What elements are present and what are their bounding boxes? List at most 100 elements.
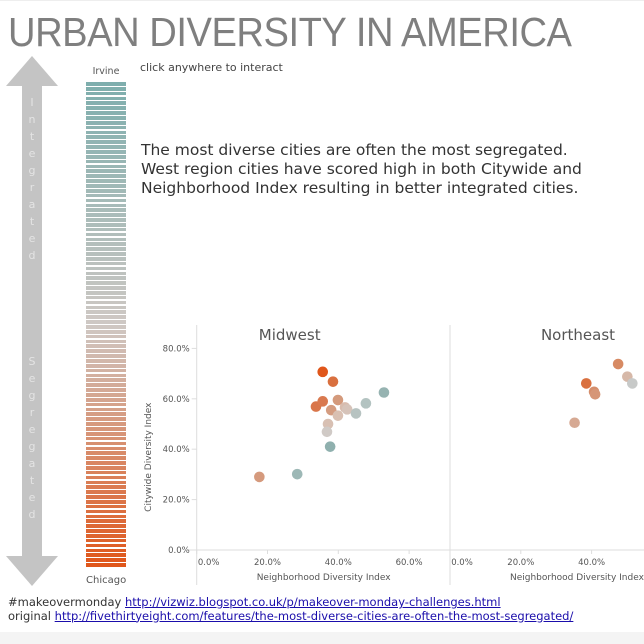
city-stripe[interactable] [86,359,126,363]
city-stripe[interactable] [86,208,126,213]
data-point[interactable] [612,358,624,370]
city-stripe[interactable] [86,198,126,203]
city-stripe[interactable] [86,159,126,164]
city-stripe[interactable] [86,446,126,451]
city-stripe[interactable] [86,431,126,436]
city-stripe[interactable] [86,82,126,86]
city-stripe[interactable] [86,543,126,548]
data-point[interactable] [322,418,334,430]
data-point[interactable] [350,408,362,419]
data-point[interactable] [254,471,265,483]
original-article-link[interactable]: http://fivethirtyeight.com/features/the-… [54,608,574,623]
city-stripe[interactable] [86,203,126,208]
city-stripe[interactable] [86,286,126,290]
city-stripe[interactable] [86,310,126,315]
data-point[interactable] [627,378,638,389]
city-stripe[interactable] [86,179,126,183]
city-stripe[interactable] [86,232,126,237]
city-stripe[interactable] [86,354,126,358]
city-stripe[interactable] [86,261,126,266]
city-stripe[interactable] [86,120,126,125]
data-point[interactable] [317,396,329,407]
city-stripe[interactable] [86,271,126,276]
city-stripe[interactable] [86,412,126,417]
data-point[interactable] [378,387,390,398]
city-stripe[interactable] [86,125,126,130]
city-stripe[interactable] [86,509,126,514]
city-stripe[interactable] [86,86,126,91]
city-stripe[interactable] [86,218,126,222]
city-stripe[interactable] [86,334,126,339]
makeover-monday-link[interactable]: http://vizwiz.blogspot.co.uk/p/makeover-… [125,595,501,609]
city-stripe[interactable] [86,480,126,485]
city-stripe[interactable] [86,150,126,154]
data-point[interactable] [317,366,329,378]
city-stripe[interactable] [86,193,126,198]
city-stripe[interactable] [86,227,126,232]
city-stripe[interactable] [86,349,126,353]
city-stripe[interactable] [86,563,126,567]
city-stripe[interactable] [86,101,126,106]
city-stripe[interactable] [86,490,126,494]
city-stripe[interactable] [86,252,126,256]
city-stripe[interactable] [86,470,126,475]
city-stripe[interactable] [86,407,126,412]
city-stripe[interactable] [86,465,126,470]
city-stripe[interactable] [86,145,126,149]
data-point[interactable] [327,376,339,387]
data-point[interactable] [332,410,344,421]
city-stripe[interactable] [86,495,126,499]
data-point[interactable] [580,378,592,389]
city-stripe[interactable] [86,130,126,135]
city-stripe[interactable] [86,417,126,421]
city-stripe[interactable] [86,529,126,533]
city-stripe[interactable] [86,485,126,490]
data-point[interactable] [569,417,580,429]
data-point[interactable] [321,426,333,438]
city-stripe[interactable] [86,339,126,344]
city-stripe[interactable] [86,315,126,319]
city-stripe[interactable] [86,276,126,281]
city-stripe[interactable] [86,538,126,543]
city-stripe[interactable] [86,461,126,465]
city-stripe[interactable] [86,290,126,295]
city-stripe[interactable] [86,96,126,101]
city-stripe[interactable] [86,533,126,538]
data-point[interactable] [341,404,353,415]
city-stripe[interactable] [86,383,126,387]
scatter-chart[interactable]: Midwest 0.0% 20.0% 40.0% 60.0% Neighborhood D… [130,320,644,590]
city-stripe[interactable] [86,305,126,310]
data-point[interactable] [589,388,601,400]
data-point[interactable] [324,441,336,452]
data-point[interactable] [360,398,372,409]
city-stripe[interactable] [86,402,126,407]
city-stripe[interactable] [86,519,126,524]
city-stripe[interactable] [86,281,126,285]
city-stripe[interactable] [86,135,126,140]
city-stripe[interactable] [86,553,126,558]
city-stripe[interactable] [86,325,126,329]
city-stripe[interactable] [86,106,126,110]
city-stripe[interactable] [86,548,126,553]
city-stripe[interactable] [86,514,126,519]
city-stripe[interactable] [86,300,126,305]
city-stripe[interactable] [86,174,126,178]
city-stripe[interactable] [86,504,126,509]
city-stripe[interactable] [86,266,126,271]
data-point[interactable] [291,468,303,480]
city-stripe[interactable] [86,344,126,349]
city-stripe[interactable] [86,524,126,528]
city-stripe[interactable] [86,451,126,456]
city-stripe[interactable] [86,116,126,120]
city-stripe[interactable] [86,393,126,397]
city-stripe[interactable] [86,329,126,334]
city-stripe[interactable] [86,441,126,446]
city-stripe[interactable] [86,188,126,193]
city-stripe[interactable] [86,164,126,169]
city-stripe[interactable] [86,368,126,373]
city-stripe[interactable] [86,213,126,217]
city-stripe[interactable] [86,363,126,368]
city-stripe[interactable] [86,397,126,402]
city-stripe[interactable] [86,184,126,188]
city-stripe[interactable] [86,436,126,441]
